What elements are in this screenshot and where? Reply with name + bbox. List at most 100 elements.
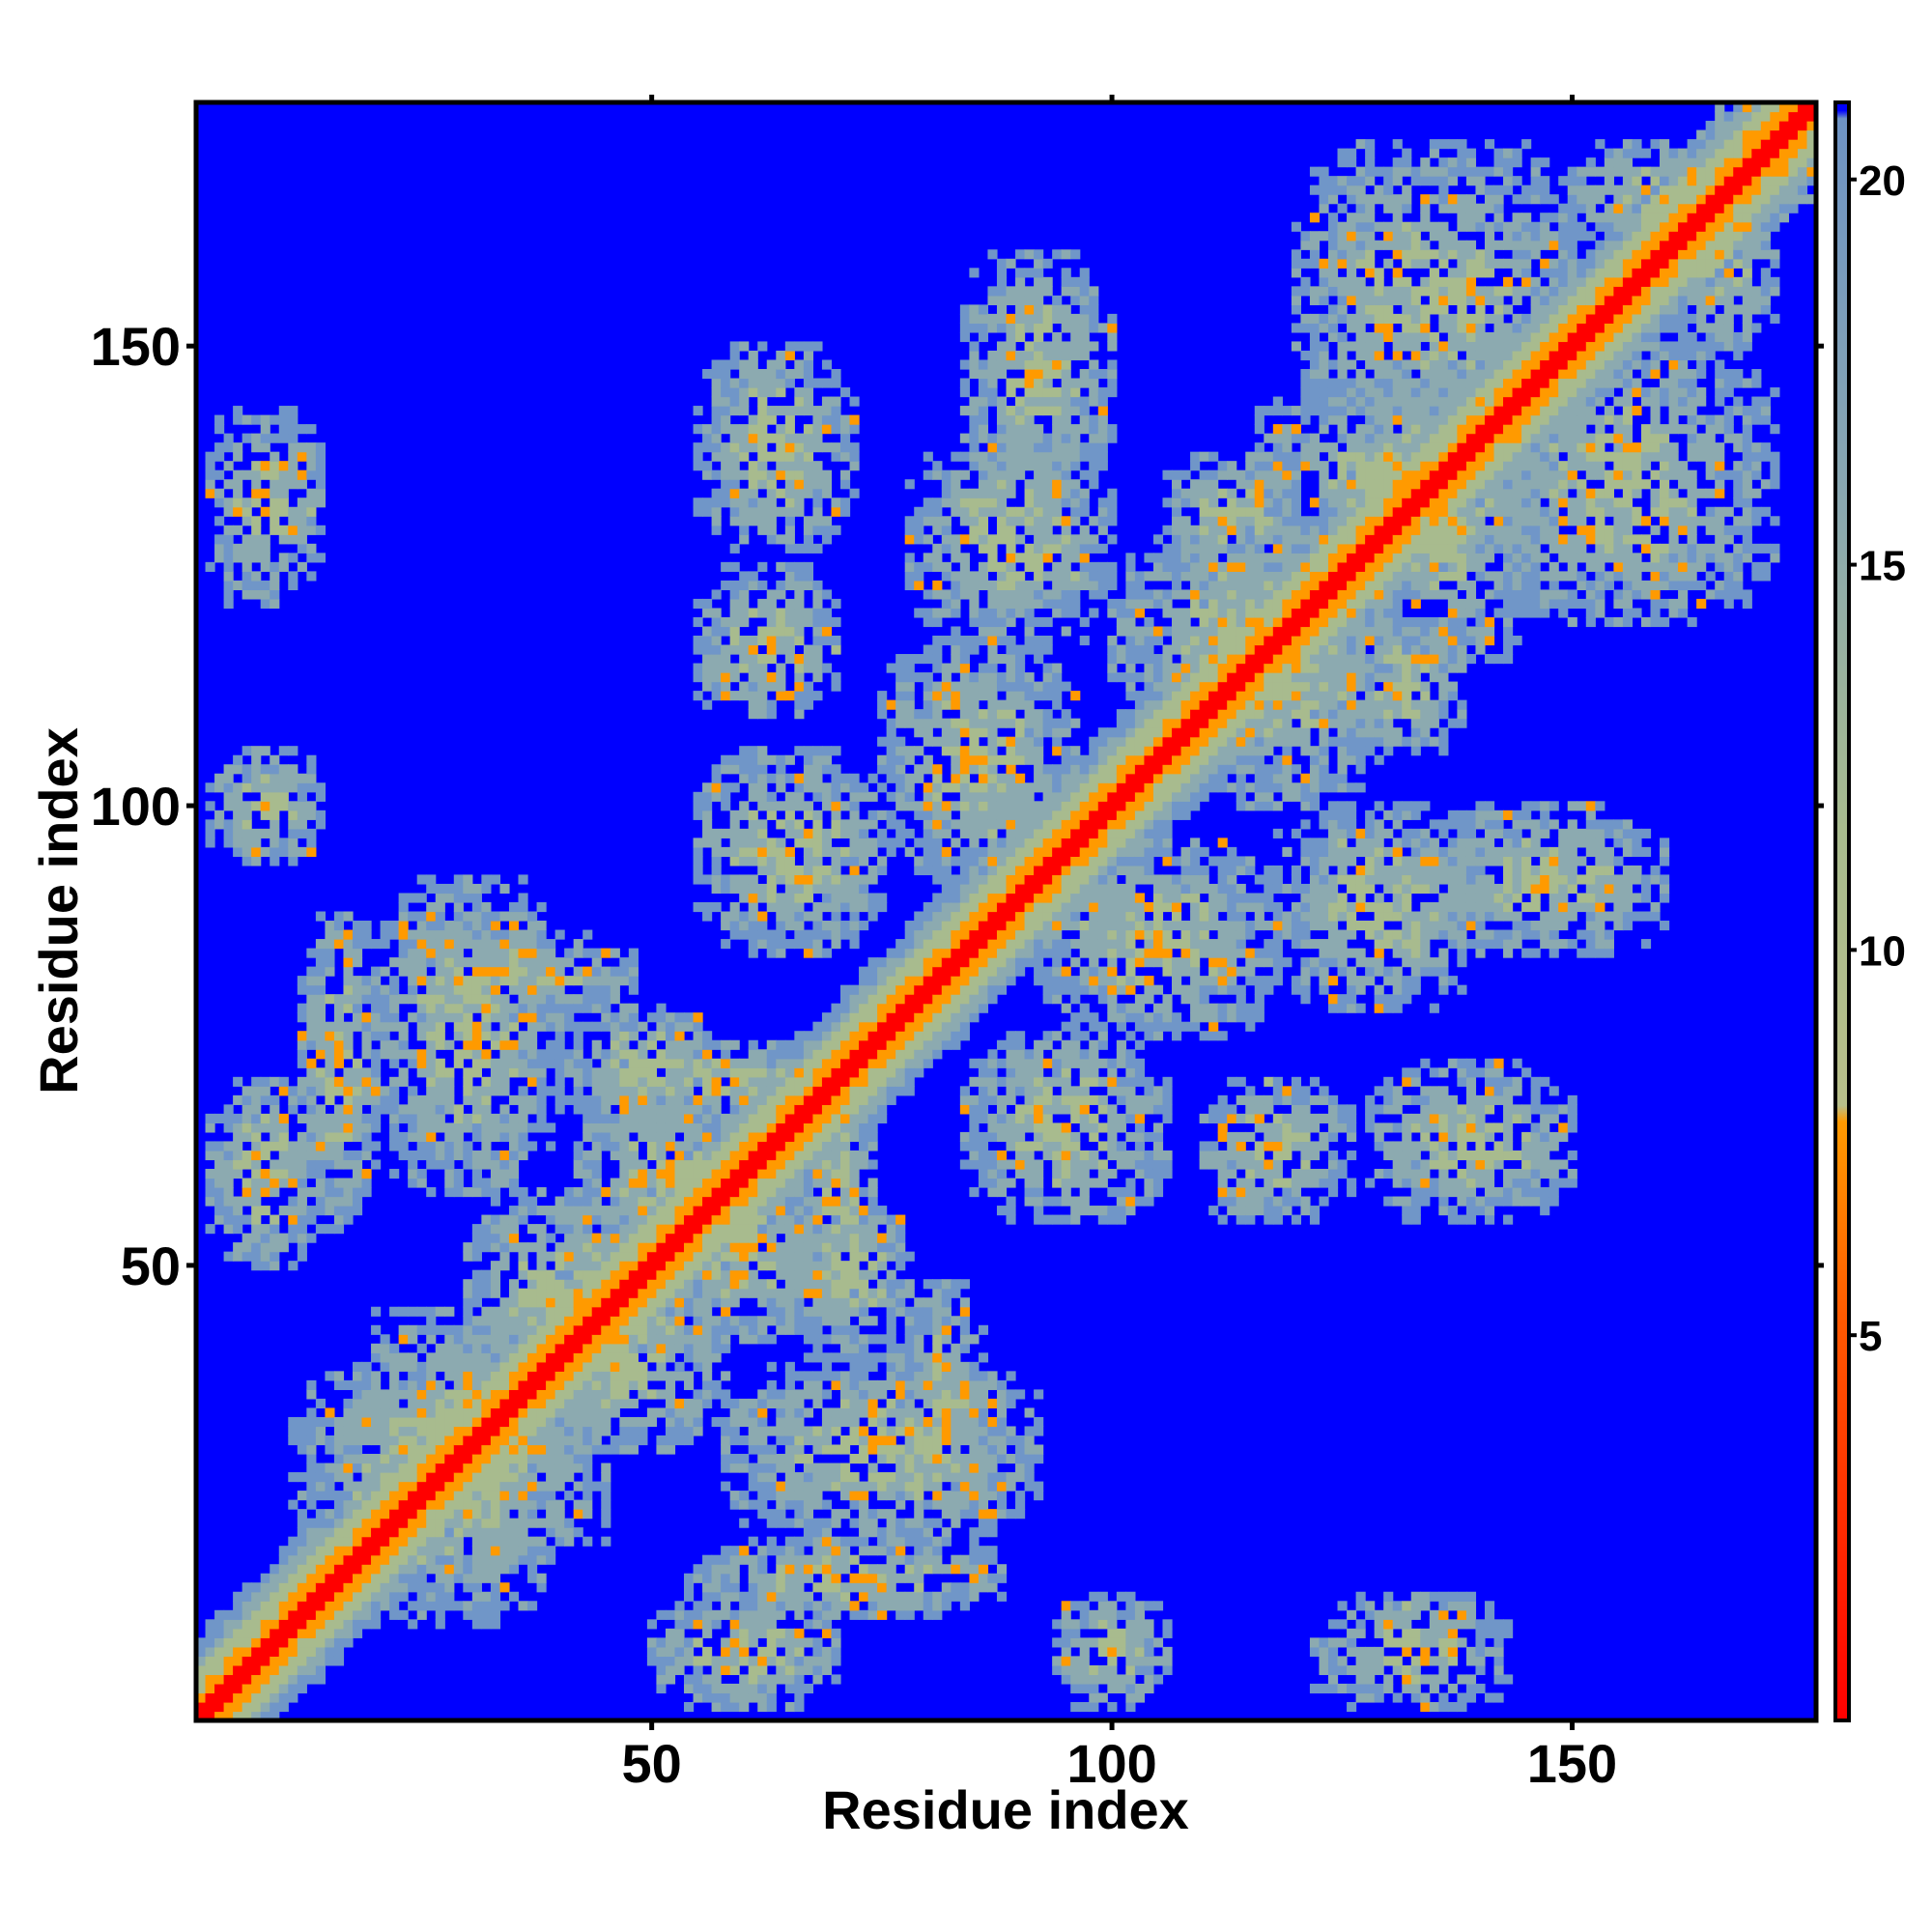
heatmap-cell	[223, 838, 234, 848]
heatmap-cell	[619, 1343, 630, 1353]
heatmap-cell	[242, 1196, 252, 1207]
heatmap-cell	[839, 856, 851, 867]
heatmap-cell	[573, 1214, 583, 1225]
heatmap-cell	[849, 1398, 860, 1409]
heatmap-cell	[242, 773, 252, 783]
heatmap-cell	[794, 939, 805, 950]
heatmap-cell	[867, 1049, 878, 1060]
heatmap-cell	[508, 1279, 520, 1290]
heatmap-cell	[748, 1251, 758, 1262]
heatmap-cell	[389, 1361, 400, 1372]
heatmap-cell	[739, 1674, 750, 1685]
heatmap-cell	[278, 838, 289, 848]
heatmap-cell	[646, 1214, 658, 1225]
heatmap-cell	[408, 1094, 418, 1105]
heatmap-cell	[859, 883, 869, 895]
heatmap-cell	[435, 994, 445, 1005]
heatmap-cell	[702, 1196, 713, 1207]
heatmap-cell	[766, 516, 777, 526]
heatmap-cell	[260, 598, 270, 610]
heatmap-cell	[821, 1049, 833, 1060]
heatmap-cell	[839, 1039, 851, 1050]
heatmap-cell	[693, 1609, 703, 1620]
heatmap-cell	[233, 846, 243, 857]
heatmap-cell	[471, 1316, 482, 1326]
heatmap-cell	[684, 1113, 695, 1123]
heatmap-cell	[729, 1664, 740, 1676]
heatmap-cell	[711, 791, 722, 802]
heatmap-cell	[674, 1104, 685, 1115]
heatmap-cell	[794, 1150, 805, 1161]
heatmap-cell	[205, 1196, 215, 1207]
heatmap-cell	[803, 1279, 814, 1290]
heatmap-cell	[821, 396, 833, 407]
heatmap-cell	[877, 1509, 888, 1520]
heatmap-cell	[371, 1003, 382, 1013]
heatmap-cell	[361, 1379, 372, 1390]
heatmap-cell	[831, 1150, 841, 1161]
heatmap-cell	[416, 1371, 427, 1381]
heatmap-cell	[674, 1242, 685, 1253]
heatmap-cell	[656, 1206, 667, 1216]
heatmap-cell	[601, 1104, 611, 1115]
heatmap-cell	[361, 1463, 372, 1473]
heatmap-cell	[371, 1527, 382, 1538]
heatmap-cell	[831, 1546, 841, 1556]
heatmap-cell	[803, 571, 814, 582]
heatmap-cell	[748, 1674, 758, 1685]
heatmap-cell	[288, 442, 298, 453]
heatmap-cell	[490, 1067, 501, 1078]
heatmap-cell	[776, 589, 786, 600]
heatmap-cell	[646, 1233, 658, 1243]
heatmap-cell	[573, 1334, 583, 1345]
heatmap-cell	[554, 1334, 565, 1345]
heatmap-cell	[684, 1379, 695, 1390]
heatmap-cell	[886, 1371, 896, 1381]
heatmap-cell	[527, 1003, 538, 1013]
heatmap-cell	[821, 1297, 833, 1308]
heatmap-cell	[702, 1039, 713, 1050]
heatmap-cell	[306, 543, 317, 554]
heatmap-cell	[481, 1058, 492, 1068]
heatmap-cell	[546, 1361, 556, 1372]
heatmap-cell	[721, 1288, 731, 1298]
heatmap-cell	[278, 469, 289, 480]
heatmap-cell	[251, 1131, 262, 1143]
heatmap-cell	[306, 1389, 317, 1400]
heatmap-cell	[490, 1591, 501, 1602]
heatmap-cell	[766, 1141, 777, 1151]
heatmap-cell	[573, 1316, 583, 1326]
heatmap-cell	[821, 1131, 833, 1143]
heatmap-cell	[849, 1389, 860, 1400]
heatmap-cell	[536, 948, 547, 958]
heatmap-cell	[288, 1664, 298, 1676]
heatmap-cell	[886, 1518, 896, 1528]
heatmap-cell	[251, 1591, 262, 1602]
heatmap-cell	[518, 1269, 528, 1280]
heatmap-cell	[711, 1416, 722, 1428]
heatmap-cell	[674, 1609, 685, 1620]
heatmap-cell	[803, 368, 814, 380]
heatmap-cell	[573, 966, 583, 977]
heatmap-cell	[656, 1141, 667, 1151]
heatmap-cell	[361, 1178, 372, 1188]
heatmap-cell	[665, 1637, 676, 1648]
heatmap-cell	[564, 1021, 575, 1032]
heatmap-cell	[389, 1131, 400, 1143]
heatmap-cell	[831, 865, 841, 876]
heatmap-cell	[481, 1407, 492, 1418]
heatmap-cell	[831, 1564, 841, 1575]
heatmap-cell	[380, 1094, 390, 1105]
heatmap-cell	[435, 1389, 445, 1400]
heatmap-cell	[453, 1058, 464, 1068]
heatmap-cell	[748, 939, 758, 950]
heatmap-cell	[389, 1582, 400, 1593]
heatmap-cell	[831, 1416, 841, 1428]
heatmap-cell	[591, 1159, 602, 1170]
heatmap-cell	[499, 1039, 510, 1050]
heatmap-cell	[674, 1416, 685, 1428]
heatmap-cell	[721, 1141, 731, 1151]
heatmap-cell	[739, 1196, 750, 1207]
heatmap-cell	[426, 1499, 437, 1510]
heatmap-cell	[361, 1609, 372, 1620]
